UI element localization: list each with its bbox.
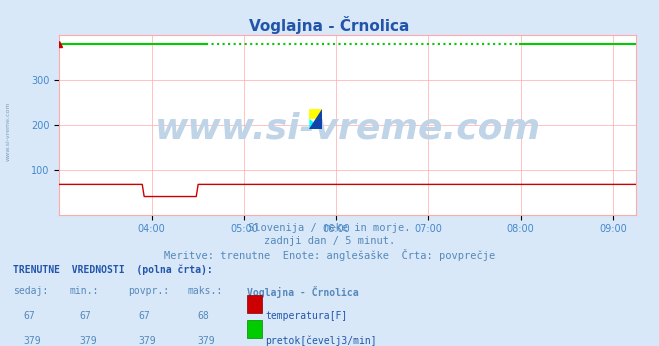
Text: povpr.:: povpr.: <box>129 286 169 296</box>
Text: 68: 68 <box>198 311 210 321</box>
Text: 67: 67 <box>138 311 150 321</box>
Polygon shape <box>309 119 322 129</box>
Text: www.si-vreme.com: www.si-vreme.com <box>5 102 11 161</box>
Text: 379: 379 <box>138 336 156 346</box>
Text: TRENUTNE  VREDNOSTI  (polna črta):: TRENUTNE VREDNOSTI (polna črta): <box>13 265 213 275</box>
Text: Slovenija / reke in morje.: Slovenija / reke in morje. <box>248 223 411 233</box>
Text: 379: 379 <box>198 336 215 346</box>
Text: 67: 67 <box>23 311 35 321</box>
Text: min.:: min.: <box>69 286 99 296</box>
Text: Voglajna - Črnolica: Voglajna - Črnolica <box>247 286 358 298</box>
Text: 379: 379 <box>23 336 41 346</box>
Text: maks.:: maks.: <box>188 286 223 296</box>
Text: 379: 379 <box>79 336 97 346</box>
Text: pretok[čevelj3/min]: pretok[čevelj3/min] <box>266 336 377 346</box>
Bar <box>309 109 322 119</box>
Text: 67: 67 <box>79 311 91 321</box>
Text: zadnji dan / 5 minut.: zadnji dan / 5 minut. <box>264 236 395 246</box>
Text: Voglajna - Črnolica: Voglajna - Črnolica <box>249 16 410 34</box>
Text: www.si-vreme.com: www.si-vreme.com <box>155 111 540 145</box>
Text: sedaj:: sedaj: <box>13 286 48 296</box>
Text: Meritve: trenutne  Enote: anglešaške  Črta: povprečje: Meritve: trenutne Enote: anglešaške Črta… <box>164 249 495 261</box>
Polygon shape <box>309 109 322 129</box>
Text: temperatura[F]: temperatura[F] <box>266 311 348 321</box>
